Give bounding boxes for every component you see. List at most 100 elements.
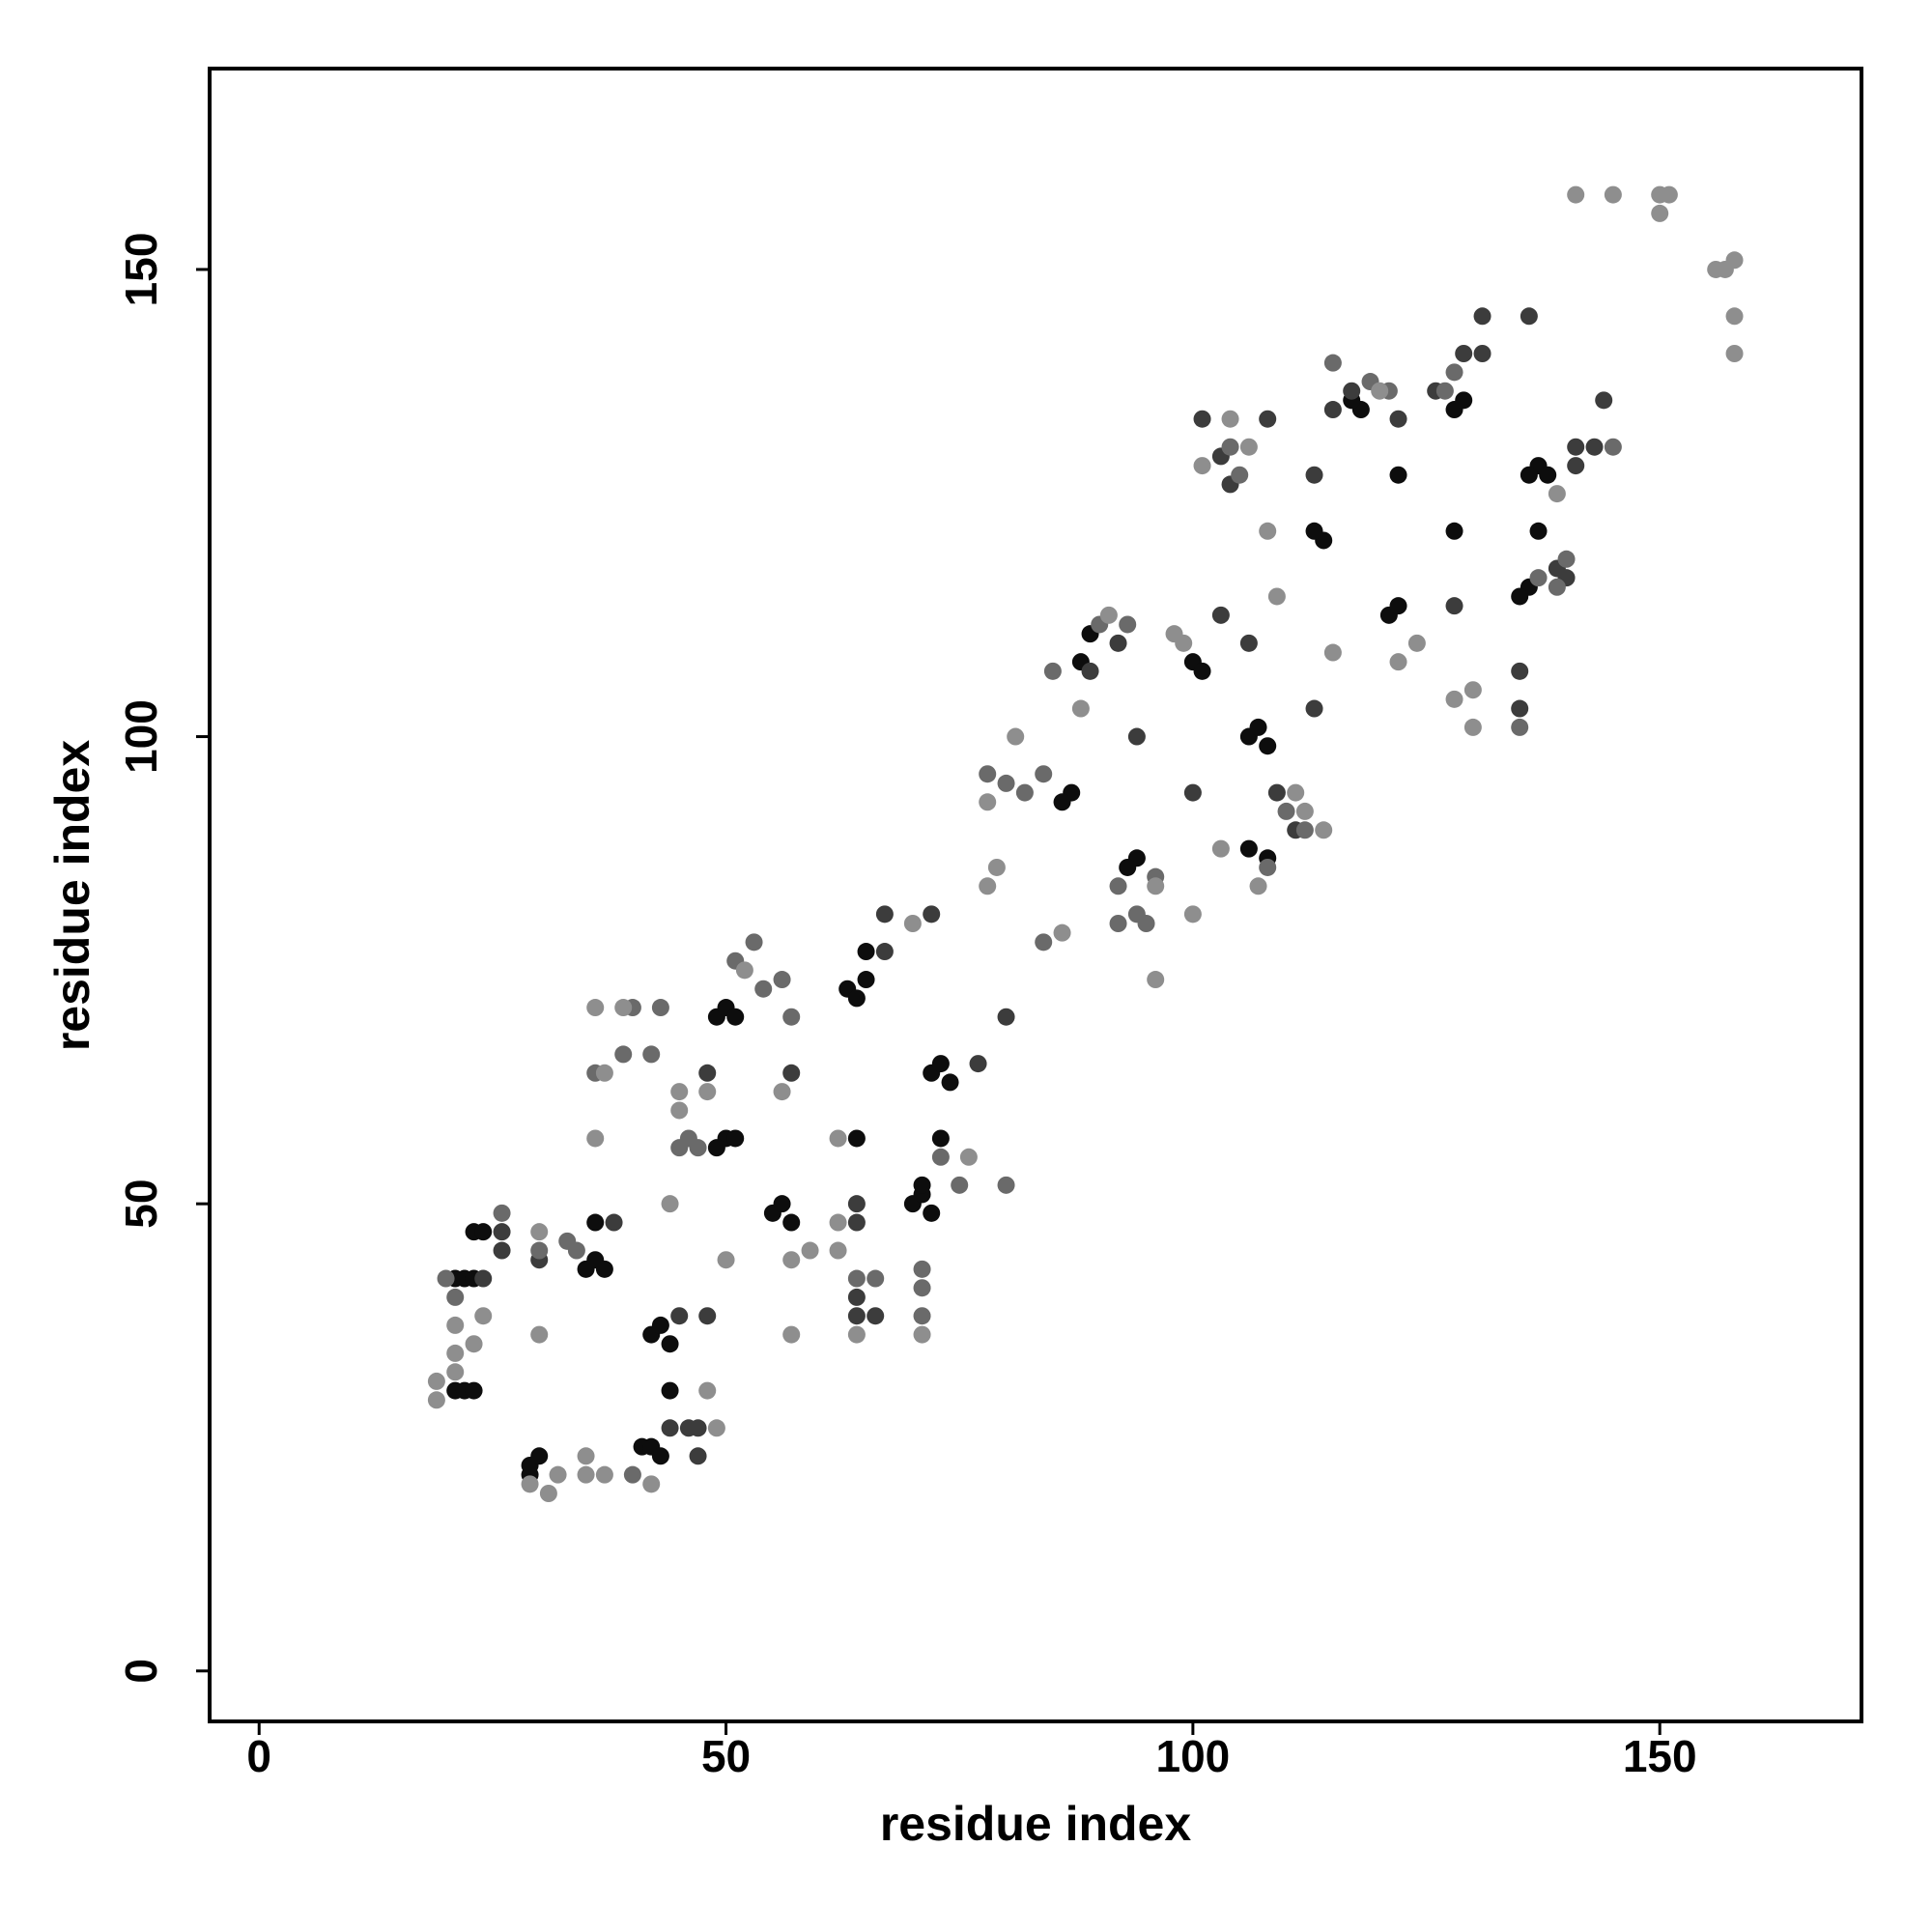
point <box>1081 662 1099 680</box>
point <box>1211 839 1230 858</box>
point <box>1511 718 1529 736</box>
point <box>605 1213 623 1232</box>
point <box>1389 653 1407 671</box>
point <box>726 1129 745 1148</box>
point <box>1127 727 1146 746</box>
point <box>549 1465 567 1484</box>
point <box>1315 821 1333 839</box>
point <box>1259 737 1277 755</box>
point <box>614 1045 633 1064</box>
point <box>1389 466 1407 484</box>
point <box>689 1139 707 1157</box>
point <box>1595 391 1613 410</box>
point <box>735 961 753 980</box>
point <box>969 1055 987 1073</box>
point <box>437 1269 455 1288</box>
point <box>931 1129 950 1148</box>
point <box>1035 765 1053 783</box>
point <box>1389 410 1407 428</box>
point <box>847 1129 866 1148</box>
point <box>1445 597 1463 615</box>
y-tick-label: 0 <box>116 1659 166 1684</box>
x-tick-label: 0 <box>246 1731 271 1781</box>
point <box>782 1325 801 1344</box>
point <box>1287 783 1305 802</box>
point <box>1119 858 1137 876</box>
point <box>959 1148 978 1166</box>
point <box>1221 438 1239 456</box>
point <box>1035 933 1053 952</box>
point <box>1463 718 1482 736</box>
point <box>1249 718 1267 736</box>
point <box>941 1073 959 1092</box>
point <box>867 1269 885 1288</box>
y-tick-label: 50 <box>116 1179 166 1229</box>
point <box>474 1269 493 1288</box>
point <box>1109 634 1127 652</box>
point <box>521 1475 539 1493</box>
point <box>1445 690 1463 708</box>
point <box>801 1241 819 1260</box>
point <box>642 1475 661 1493</box>
point <box>931 1055 950 1073</box>
point <box>1323 643 1342 662</box>
y-tick-label: 100 <box>116 699 166 774</box>
point <box>1725 345 1744 362</box>
point <box>1445 522 1463 540</box>
point <box>847 989 866 1008</box>
point <box>586 1129 605 1148</box>
point <box>1660 185 1678 204</box>
point <box>1529 569 1548 587</box>
point <box>698 1307 717 1325</box>
point <box>1651 204 1669 222</box>
point <box>1211 606 1230 624</box>
point <box>1529 522 1548 540</box>
point <box>465 1381 483 1400</box>
point <box>661 1335 679 1353</box>
point <box>875 943 894 961</box>
point <box>1371 382 1389 400</box>
point <box>670 1101 689 1120</box>
point <box>1193 662 1211 680</box>
point <box>558 1232 577 1250</box>
plot-frame <box>208 67 1863 1723</box>
point <box>847 1269 866 1288</box>
point <box>847 1307 866 1325</box>
point <box>1259 410 1277 428</box>
point <box>707 1419 725 1437</box>
point <box>875 905 894 923</box>
point <box>773 1195 791 1213</box>
point <box>595 1465 613 1484</box>
point <box>670 1083 689 1101</box>
point <box>614 999 633 1017</box>
point <box>1231 466 1249 484</box>
point <box>446 1288 465 1306</box>
point <box>782 1213 801 1232</box>
x-tick-label: 150 <box>1623 1731 1697 1781</box>
point <box>1520 307 1538 326</box>
point <box>979 765 997 783</box>
point <box>857 943 875 961</box>
point <box>1389 597 1407 615</box>
point <box>1585 438 1604 456</box>
point <box>474 1223 493 1241</box>
point <box>979 877 997 895</box>
point <box>829 1129 847 1148</box>
point <box>689 1419 707 1437</box>
point <box>1520 466 1538 484</box>
point <box>1323 354 1342 372</box>
point <box>913 1325 931 1344</box>
point <box>1557 550 1576 568</box>
x-tick-label: 50 <box>701 1731 751 1781</box>
point <box>1183 783 1202 802</box>
point <box>847 1288 866 1306</box>
point <box>1455 345 1473 362</box>
point <box>1548 578 1566 596</box>
point <box>979 793 997 811</box>
point <box>1473 307 1492 326</box>
point <box>670 1307 689 1325</box>
point <box>1099 606 1118 624</box>
point <box>1295 802 1314 820</box>
point <box>586 1213 605 1232</box>
point <box>726 1008 745 1026</box>
